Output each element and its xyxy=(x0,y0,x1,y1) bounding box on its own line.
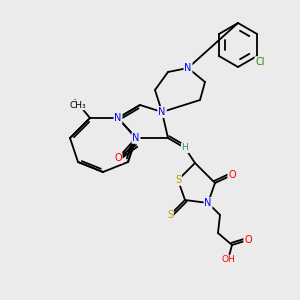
Text: N: N xyxy=(158,107,166,117)
Text: N: N xyxy=(184,63,192,73)
Text: H: H xyxy=(182,143,188,152)
Text: O: O xyxy=(228,170,236,180)
Text: OH: OH xyxy=(221,256,235,265)
Text: Cl: Cl xyxy=(255,57,265,67)
Text: N: N xyxy=(204,198,212,208)
Text: N: N xyxy=(158,107,166,117)
Text: O: O xyxy=(244,235,252,245)
Text: O: O xyxy=(114,153,122,163)
Text: S: S xyxy=(175,175,181,185)
Text: S: S xyxy=(167,210,173,220)
Text: N: N xyxy=(132,133,140,143)
Text: CH₃: CH₃ xyxy=(70,100,86,109)
Text: N: N xyxy=(114,113,122,123)
